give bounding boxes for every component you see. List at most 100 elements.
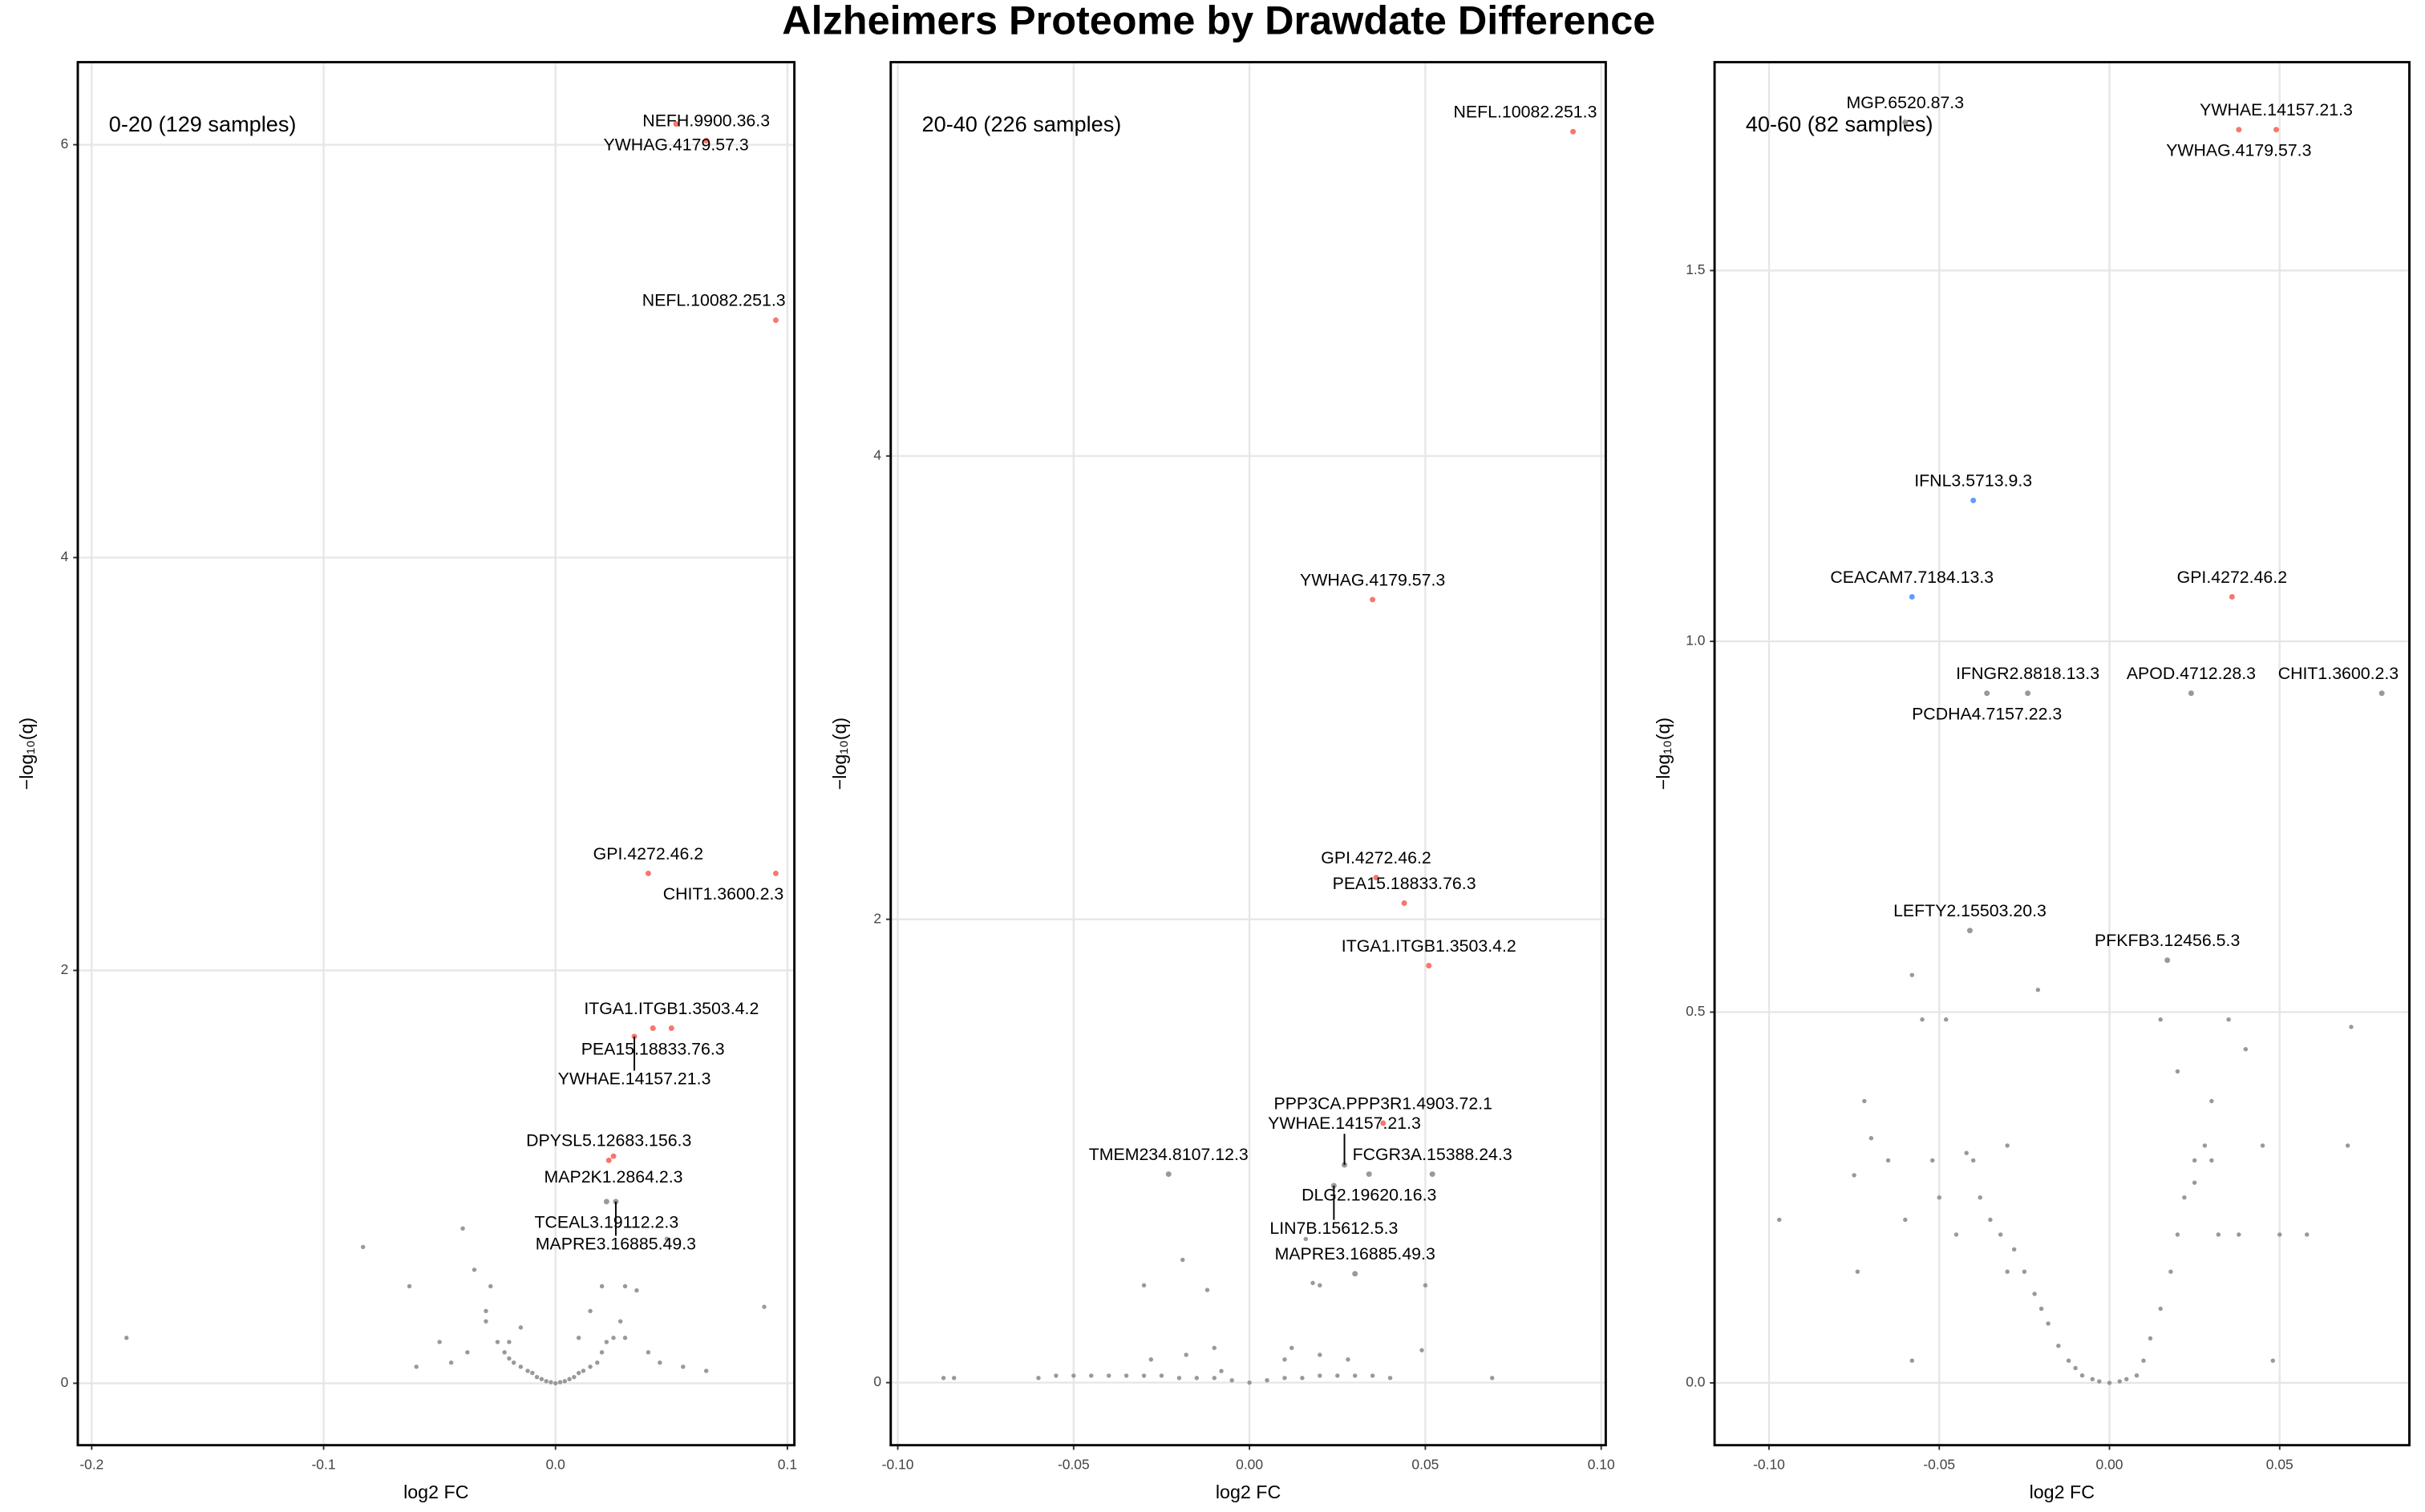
point xyxy=(941,1376,946,1381)
point xyxy=(484,1319,488,1324)
point xyxy=(2192,1158,2197,1163)
point xyxy=(2237,1232,2241,1237)
point xyxy=(1204,1288,1210,1292)
panel: 0.0 0.5 1.0 1.5 -0.10 -0.05 0.00 0.05 log2 FC −lo… xyxy=(1653,61,2411,1502)
point xyxy=(557,1380,563,1385)
point xyxy=(407,1284,412,1289)
point xyxy=(1423,1283,1428,1288)
point-label: DPYSL5.12683.156.3 xyxy=(526,1131,691,1150)
point xyxy=(617,1319,623,1324)
point xyxy=(488,1284,493,1289)
point xyxy=(1303,1236,1309,1242)
point xyxy=(2079,1373,2085,1378)
point xyxy=(1265,1378,1269,1383)
point xyxy=(2035,987,2041,993)
x-tick-label: -0.10 xyxy=(1753,1456,1785,1472)
point xyxy=(1184,1352,1188,1357)
point xyxy=(360,1244,366,1250)
point-label: IFNL3.5713.9.3 xyxy=(1914,471,2032,491)
plot-background xyxy=(78,62,795,1445)
point xyxy=(518,1364,524,1369)
point xyxy=(1247,1380,1252,1385)
y-axis-title: −log₁₀(q) xyxy=(1653,718,1674,790)
x-tick-label: 0.1 xyxy=(778,1456,797,1472)
point xyxy=(549,1380,553,1385)
point xyxy=(1165,1171,1172,1178)
point xyxy=(1335,1373,1340,1378)
point xyxy=(1310,1280,1315,1286)
point-label: MAPRE3.16885.49.3 xyxy=(1275,1244,1435,1263)
point xyxy=(2090,1377,2095,1382)
plot-border xyxy=(1713,61,2411,1447)
point xyxy=(2175,1232,2180,1237)
point-label: FCGR3A.15388.24.3 xyxy=(1353,1145,1512,1164)
point-label: GPI.4272.46.2 xyxy=(2177,568,2287,587)
x-tick-label: 0.05 xyxy=(1411,1456,1439,1472)
point xyxy=(2124,1377,2129,1382)
point xyxy=(460,1226,465,1231)
point xyxy=(572,1374,577,1380)
point-label: ITGA1.ITGB1.3503.4.2 xyxy=(1342,936,1516,956)
point xyxy=(2168,1269,2173,1274)
x-axis-title: log2 FC xyxy=(2030,1482,2095,1502)
panel-subtitle: 0-20 (129 samples) xyxy=(109,111,297,136)
point-label: PEA15.18833.76.3 xyxy=(581,1039,725,1058)
point xyxy=(2305,1232,2310,1237)
chart-title: Alzheimers Proteome by Drawdate Differen… xyxy=(782,0,1655,42)
panel-subtitle: 20-40 (226 samples) xyxy=(922,111,1122,136)
y-tick-label: 0 xyxy=(61,1374,69,1390)
point xyxy=(1219,1368,1224,1373)
point xyxy=(2117,1379,2122,1384)
x-tick-label: -0.05 xyxy=(1058,1456,1090,1472)
y-tick-label: 4 xyxy=(873,447,881,463)
point xyxy=(1852,1173,1856,1178)
x-tick-label: 0.10 xyxy=(1588,1456,1615,1472)
point xyxy=(124,1336,129,1340)
x-tick-label: 0.00 xyxy=(2096,1456,2123,1472)
point xyxy=(611,1336,616,1340)
point-label: MAP2K1.2864.2.3 xyxy=(545,1167,683,1187)
point xyxy=(1089,1373,1094,1378)
point xyxy=(2164,957,2171,964)
point xyxy=(1282,1357,1287,1362)
point-label: DLG2.19620.16.3 xyxy=(1302,1185,1436,1204)
point-label: LEFTY2.15503.20.3 xyxy=(1893,901,2046,920)
point-label: PFKFB3.12456.5.3 xyxy=(2095,931,2240,950)
point xyxy=(2022,1269,2027,1274)
point xyxy=(1366,1171,1372,1178)
point xyxy=(1902,119,1909,125)
panel: 0 2 4 6 -0.2 -0.1 0.0 0.1 log2 FC −log₁₀(q) 0-20 (… xyxy=(16,61,797,1502)
point xyxy=(604,1340,609,1344)
point-label: IFNGR2.8818.13.3 xyxy=(1956,664,2099,683)
point-label: YWHAG.4179.57.3 xyxy=(2166,140,2311,160)
x-tick-label: -0.1 xyxy=(312,1456,336,1472)
y-axis-title: −log₁₀(q) xyxy=(16,718,37,790)
point xyxy=(595,1360,600,1365)
point xyxy=(1370,1373,1375,1378)
point xyxy=(448,1360,454,1365)
point xyxy=(1282,1376,1287,1381)
point xyxy=(2005,1269,2010,1274)
point xyxy=(1909,593,1915,600)
point xyxy=(588,1364,593,1369)
point xyxy=(518,1325,524,1330)
plot-background xyxy=(1715,62,2410,1445)
point xyxy=(437,1340,442,1344)
point xyxy=(1289,1345,1294,1351)
point xyxy=(1944,1017,1949,1022)
point xyxy=(681,1364,686,1369)
point xyxy=(1106,1373,1111,1378)
y-tick-label: 1.5 xyxy=(1686,261,1705,277)
point xyxy=(603,1199,609,1205)
plot-background xyxy=(890,62,1606,1445)
panel: 0 2 4 -0.10 -0.05 0.00 0.05 0.10 log2 FC −log₁₀(q… xyxy=(829,61,1615,1502)
point-label: PEA15.18833.76.3 xyxy=(1333,874,1476,893)
point xyxy=(1964,1150,1969,1155)
point-label: PPP3CA.PPP3R1.4903.72.1 xyxy=(1274,1094,1493,1113)
point xyxy=(2141,1358,2146,1363)
point xyxy=(414,1364,419,1369)
point xyxy=(1429,1171,1435,1178)
point xyxy=(1212,1345,1217,1351)
point xyxy=(525,1368,530,1373)
point xyxy=(567,1377,572,1381)
